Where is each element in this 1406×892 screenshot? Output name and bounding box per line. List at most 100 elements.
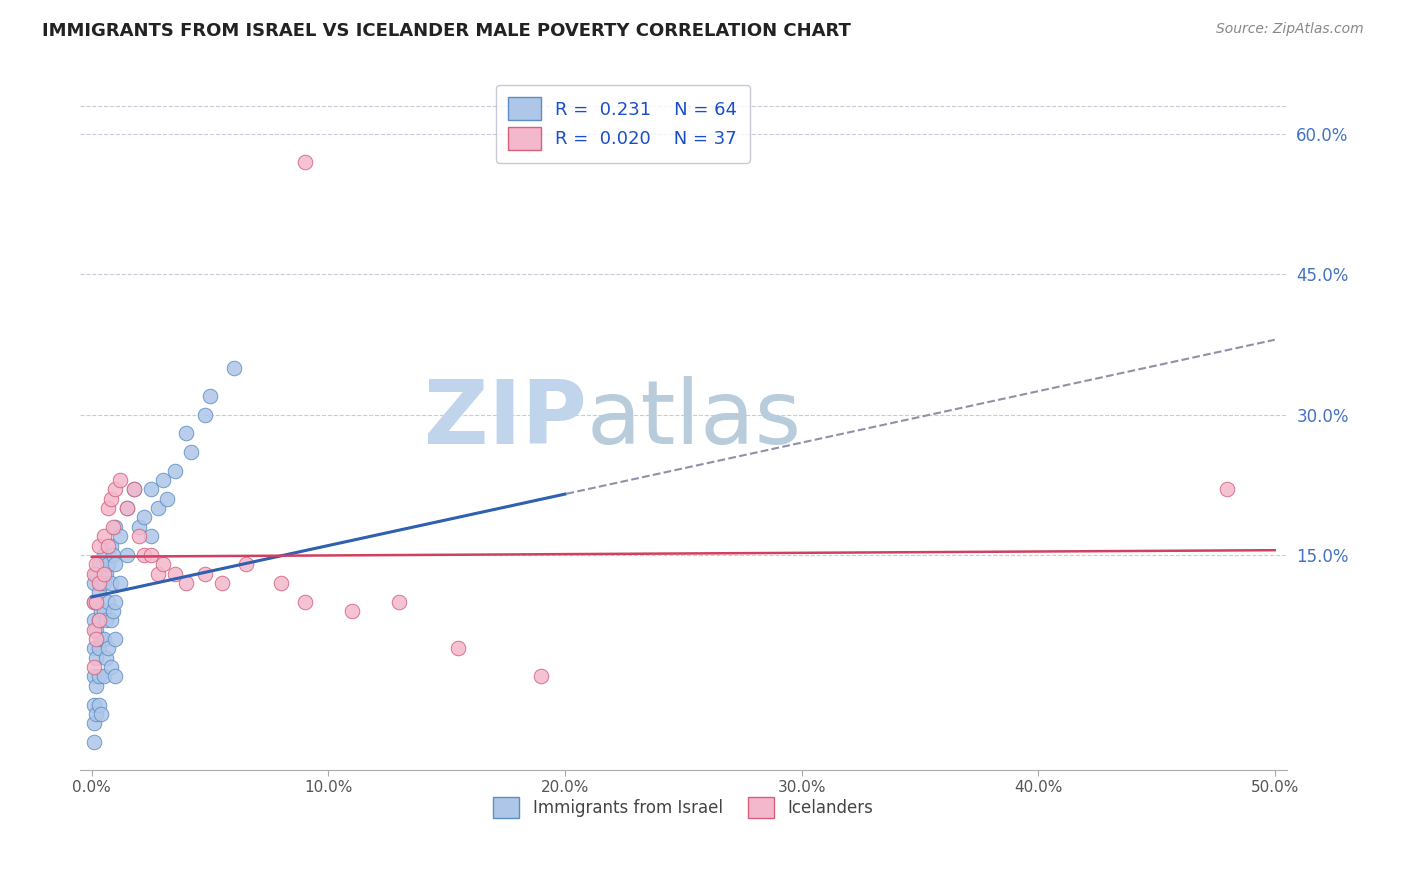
Point xyxy=(132,510,155,524)
Point xyxy=(87,558,110,572)
Point xyxy=(124,483,146,497)
Point xyxy=(104,669,127,683)
Point xyxy=(117,548,139,562)
Point xyxy=(97,641,120,656)
Point xyxy=(86,623,108,637)
Point xyxy=(83,623,105,637)
Point xyxy=(156,491,179,506)
Point xyxy=(132,548,155,562)
Point xyxy=(447,641,470,656)
Point xyxy=(108,473,131,487)
Point xyxy=(93,576,115,591)
Point xyxy=(294,594,316,608)
Point xyxy=(87,539,110,553)
Point xyxy=(93,548,115,562)
Point xyxy=(87,576,110,591)
Point xyxy=(152,473,174,487)
Point xyxy=(86,706,108,721)
Point xyxy=(93,566,115,581)
Point xyxy=(94,613,117,627)
Point xyxy=(97,501,120,516)
Text: Source: ZipAtlas.com: Source: ZipAtlas.com xyxy=(1216,22,1364,37)
Point xyxy=(93,632,115,646)
Point xyxy=(117,501,139,516)
Point xyxy=(108,529,131,543)
Point xyxy=(83,566,105,581)
Point xyxy=(100,539,122,553)
Point xyxy=(86,632,108,646)
Point xyxy=(83,613,105,627)
Point xyxy=(94,650,117,665)
Point xyxy=(104,558,127,572)
Point xyxy=(163,566,186,581)
Point xyxy=(104,483,127,497)
Point xyxy=(83,735,105,749)
Point xyxy=(100,491,122,506)
Point xyxy=(146,501,169,516)
Point xyxy=(83,716,105,731)
Point xyxy=(101,548,124,562)
Point xyxy=(83,594,105,608)
Text: ZIP: ZIP xyxy=(425,376,586,463)
Point xyxy=(388,594,411,608)
Point xyxy=(83,641,105,656)
Point xyxy=(101,604,124,618)
Point xyxy=(176,426,198,441)
Text: IMMIGRANTS FROM ISRAEL VS ICELANDER MALE POVERTY CORRELATION CHART: IMMIGRANTS FROM ISRAEL VS ICELANDER MALE… xyxy=(42,22,851,40)
Point xyxy=(270,576,292,591)
Point xyxy=(1216,483,1239,497)
Point xyxy=(235,558,257,572)
Point xyxy=(90,706,112,721)
Point xyxy=(100,613,122,627)
Point xyxy=(86,594,108,608)
Point xyxy=(86,650,108,665)
Point xyxy=(100,576,122,591)
Point xyxy=(87,585,110,599)
Point xyxy=(93,669,115,683)
Point xyxy=(104,632,127,646)
Point xyxy=(97,594,120,608)
Point xyxy=(194,408,217,422)
Point xyxy=(87,641,110,656)
Point xyxy=(139,483,162,497)
Point xyxy=(530,669,553,683)
Point xyxy=(83,669,105,683)
Point xyxy=(124,483,146,497)
Point xyxy=(93,529,115,543)
Point xyxy=(86,558,108,572)
Point xyxy=(87,669,110,683)
Point xyxy=(100,660,122,674)
Point xyxy=(90,604,112,618)
Point xyxy=(83,576,105,591)
Point xyxy=(86,566,108,581)
Point xyxy=(101,520,124,534)
Point xyxy=(87,613,110,627)
Point xyxy=(86,679,108,693)
Point xyxy=(83,660,105,674)
Point xyxy=(86,594,108,608)
Point xyxy=(128,529,150,543)
Point xyxy=(198,389,221,403)
Point xyxy=(104,520,127,534)
Point xyxy=(222,360,245,375)
Text: atlas: atlas xyxy=(586,376,801,463)
Point xyxy=(139,548,162,562)
Point xyxy=(139,529,162,543)
Point xyxy=(104,594,127,608)
Point xyxy=(128,520,150,534)
Point xyxy=(83,698,105,712)
Point xyxy=(294,155,316,169)
Point xyxy=(152,558,174,572)
Point xyxy=(176,576,198,591)
Legend: Immigrants from Israel, Icelanders: Immigrants from Israel, Icelanders xyxy=(486,790,880,825)
Point xyxy=(108,576,131,591)
Point xyxy=(97,539,120,553)
Point xyxy=(211,576,233,591)
Point xyxy=(87,613,110,627)
Point xyxy=(117,501,139,516)
Point xyxy=(163,464,186,478)
Point xyxy=(83,594,105,608)
Point xyxy=(90,632,112,646)
Point xyxy=(340,604,363,618)
Point xyxy=(94,566,117,581)
